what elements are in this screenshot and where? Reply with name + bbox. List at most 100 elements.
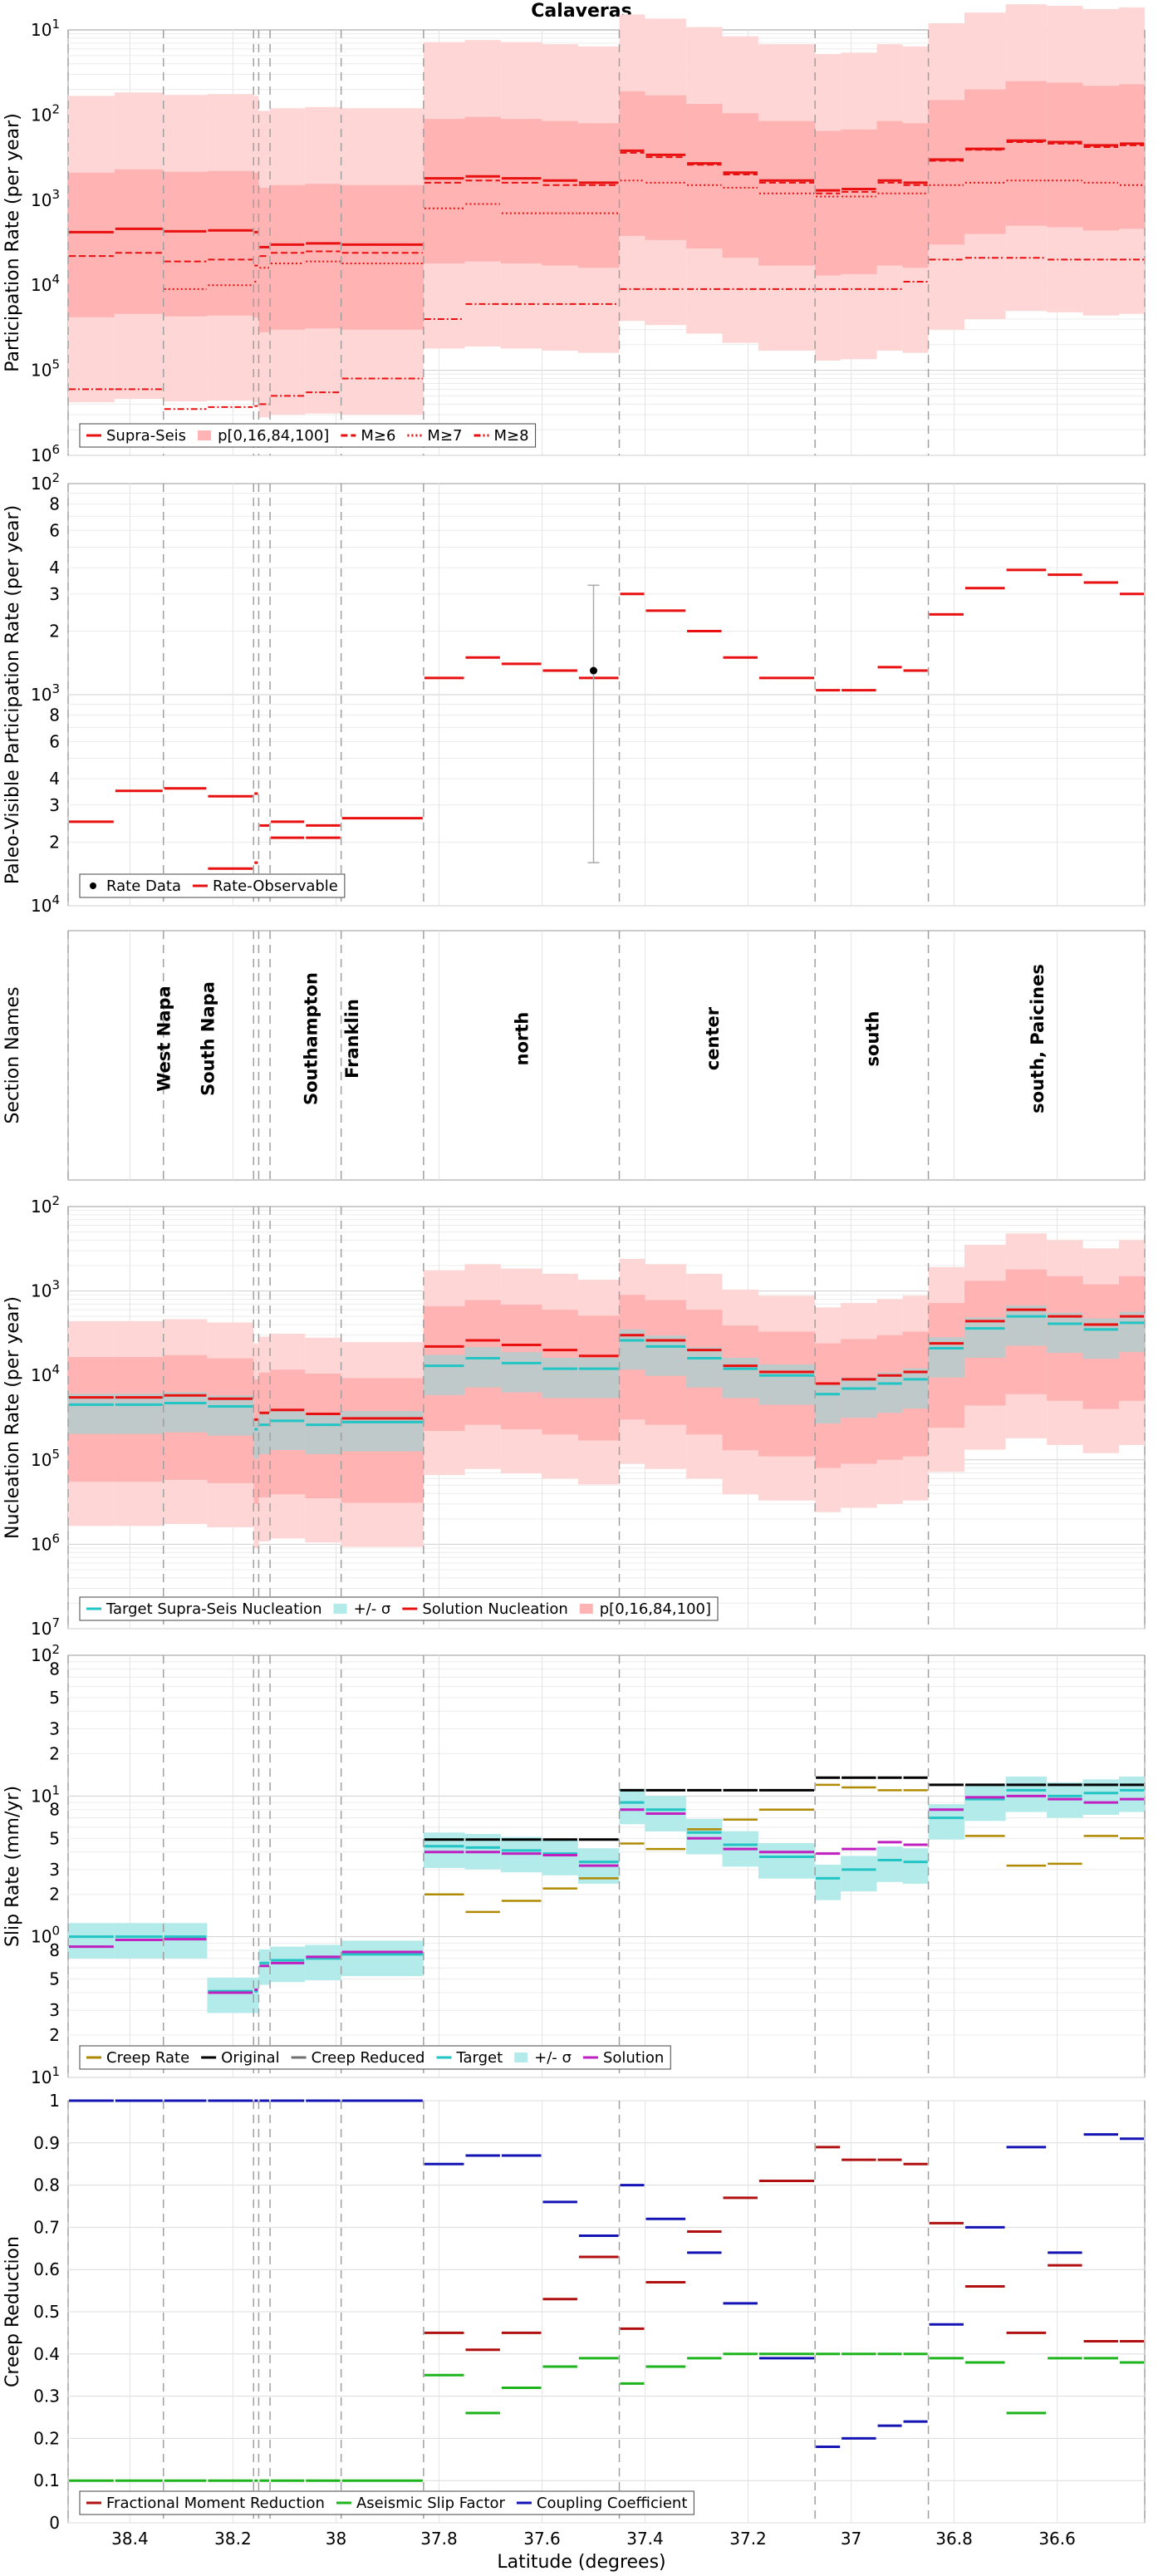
section-name: south, Paicines xyxy=(1028,964,1048,1113)
target-sigma-band xyxy=(841,1856,877,1892)
band-p16-84 xyxy=(928,100,964,245)
y-axis-label: Section Names xyxy=(2,986,23,1123)
target-sigma-band xyxy=(876,1846,903,1882)
y-tick-label: 4 xyxy=(49,769,60,789)
target-sigma-band xyxy=(207,1977,254,2013)
band-p16-84 xyxy=(1082,86,1119,231)
target-sigma-band xyxy=(270,1946,306,1983)
section-name: north xyxy=(513,1012,532,1066)
legend-box xyxy=(79,1596,719,1621)
target-sigma-band xyxy=(964,1785,1006,1821)
y-tick-label: 2 xyxy=(49,1885,60,1905)
target-sigma-band xyxy=(1047,1312,1083,1354)
target-sigma-band xyxy=(270,1409,306,1451)
band-p16-84 xyxy=(68,172,115,317)
legend-label: Coupling Coefficient xyxy=(537,2495,687,2512)
y-tick-label: 0.9 xyxy=(33,2133,60,2153)
x-tick-label: 37.4 xyxy=(626,2529,664,2549)
target-sigma-band xyxy=(305,1944,341,1981)
target-sigma-band xyxy=(542,1357,578,1399)
y-tick-label: 2 xyxy=(49,1743,60,1763)
legend-label: Target Supra-Seis Nucleation xyxy=(106,1600,322,1618)
x-tick-label: 38 xyxy=(326,2529,346,2549)
band-p16-84 xyxy=(619,91,645,236)
target-sigma-band xyxy=(1118,1776,1145,1812)
y-tick-label: 6 xyxy=(49,731,60,751)
panel-sections: West Napa South Napa Southampton Franklin no… xyxy=(2,930,1146,1181)
y-tick-label: 3 xyxy=(49,1719,60,1739)
band-p16-84 xyxy=(542,120,578,266)
y-tick-label: 105 xyxy=(31,1447,60,1470)
band-p16-84 xyxy=(1118,84,1145,229)
x-tick-label: 36.6 xyxy=(1038,2529,1076,2549)
legend-label: Creep Rate xyxy=(106,2049,189,2067)
y-tick-label: 0.7 xyxy=(33,2217,60,2237)
target-sigma-band xyxy=(258,1413,271,1454)
target-sigma-band xyxy=(68,1923,115,1959)
target-sigma-band xyxy=(163,1392,208,1433)
target-sigma-band xyxy=(686,1347,723,1388)
legend-label: Supra-Seis xyxy=(106,427,186,445)
y-tick-label: 5 xyxy=(49,1688,60,1708)
y-tick-label: 8 xyxy=(49,1800,60,1820)
panel-creep: 1 0.9 0.8 0.7 0.6 0.5 0.4 0.3 0.2 0.1 0 Creep Reduc… xyxy=(2,2091,1146,2549)
legend-box xyxy=(79,2490,694,2515)
y-tick-label: 0.2 xyxy=(33,2428,60,2448)
target-sigma-band xyxy=(686,1818,723,1855)
y-tick-label: 0.4 xyxy=(33,2344,60,2364)
x-tick-label: 38.2 xyxy=(214,2529,252,2549)
y-tick-label: 2 xyxy=(49,2025,60,2045)
y-tick-label: 8 xyxy=(49,1659,60,1679)
target-sigma-band xyxy=(964,1317,1006,1358)
x-tick-label: 37.6 xyxy=(523,2529,561,2549)
band-p16-84 xyxy=(341,184,424,330)
band-p16-84 xyxy=(163,171,208,317)
target-sigma-band xyxy=(758,1364,816,1405)
y-tick-label: 8 xyxy=(49,1940,60,1960)
section-name: Southampton xyxy=(301,972,321,1105)
band-p16-84 xyxy=(1005,81,1048,226)
legend-label: p[0,16,84,100] xyxy=(600,1600,711,1618)
target-sigma-band xyxy=(542,1840,578,1875)
section-name: south xyxy=(862,1011,882,1067)
target-sigma-band xyxy=(253,1977,259,2013)
x-tick-label: 38.4 xyxy=(111,2529,149,2549)
target-sigma-band xyxy=(577,1357,620,1399)
target-sigma-band xyxy=(876,1372,903,1413)
legend-label: M≥7 xyxy=(427,427,462,445)
figure-title: Calaveras xyxy=(531,1,631,22)
y-axis-label: Paleo-Visible Participation Rate (per ye… xyxy=(2,505,23,884)
legend-label: Rate Data xyxy=(106,878,181,895)
rate-data-point xyxy=(589,666,597,675)
legend-label: Rate-Observable xyxy=(213,878,338,895)
target-sigma-band xyxy=(619,1788,645,1825)
target-sigma-band xyxy=(114,1394,164,1434)
panel-nucleation: 102 103 104 105 106 107 Nucleation Rate (per y… xyxy=(2,1193,1146,1639)
y-tick-label: 102 xyxy=(31,470,60,494)
target-sigma-band xyxy=(423,1832,465,1868)
y-tick-label: 5 xyxy=(49,1969,60,1989)
target-sigma-band xyxy=(902,1848,929,1884)
y-tick-label: 0.1 xyxy=(33,2470,60,2490)
legend-label: Solution xyxy=(603,2049,664,2067)
band-p16-84 xyxy=(964,89,1006,234)
y-tick-label: 106 xyxy=(31,1531,60,1554)
target-sigma-band xyxy=(68,1394,115,1434)
band-p16-84 xyxy=(305,184,341,329)
legend-swatch xyxy=(514,2052,528,2062)
y-tick-label: 3 xyxy=(49,2000,60,2020)
target-sigma-band xyxy=(1005,1305,1048,1346)
target-sigma-band xyxy=(841,1377,877,1418)
y-tick-label: 103 xyxy=(31,187,60,210)
band-p16-84 xyxy=(815,130,842,276)
band-p16-84 xyxy=(270,184,306,330)
legend-label: +/- σ xyxy=(534,2049,572,2067)
target-sigma-band xyxy=(207,1395,254,1436)
y-tick-label: 107 xyxy=(31,1615,60,1639)
legend-label: Aseismic Slip Factor xyxy=(356,2495,506,2512)
band-p16-84 xyxy=(686,104,723,249)
target-sigma-band xyxy=(253,1418,259,1459)
target-sigma-band xyxy=(722,1357,758,1399)
